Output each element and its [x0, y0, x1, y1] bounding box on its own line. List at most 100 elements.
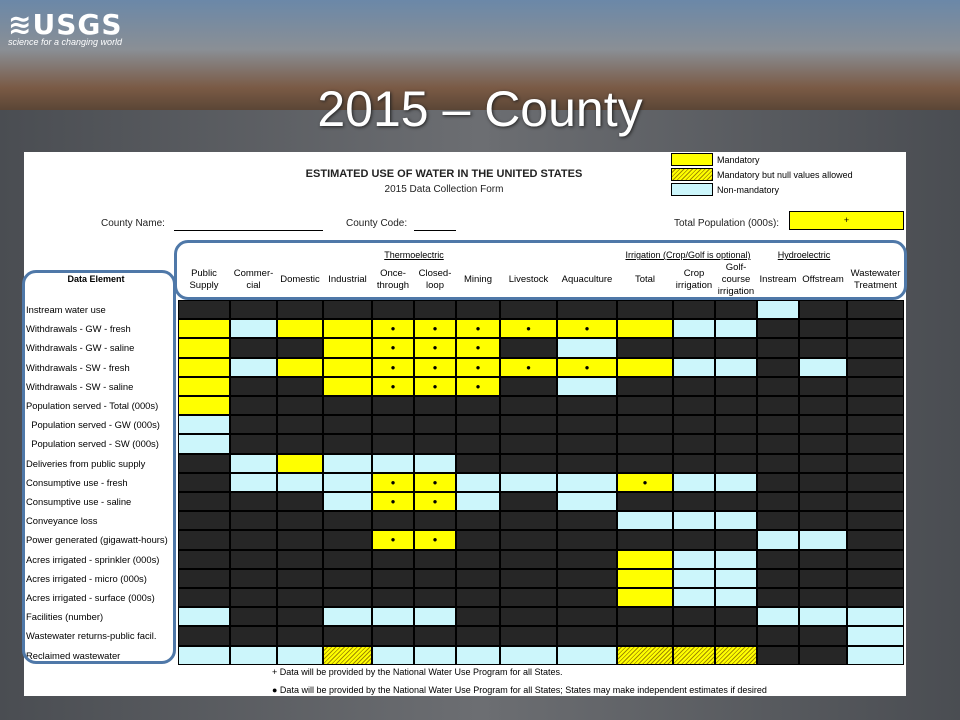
grid-cell[interactable] [277, 357, 323, 377]
grid-cell[interactable] [673, 511, 715, 531]
grid-cell[interactable] [847, 626, 904, 646]
grid-cell[interactable] [178, 415, 230, 435]
grid-cell[interactable]: ● [557, 357, 617, 377]
grid-cell[interactable] [715, 357, 757, 377]
grid-cell[interactable] [617, 645, 673, 665]
grid-cell[interactable]: ● [414, 319, 456, 339]
grid-cell[interactable]: ● [456, 338, 500, 358]
grid-cell[interactable] [323, 492, 372, 512]
grid-cell[interactable]: ● [414, 530, 456, 550]
grid-cell[interactable] [230, 472, 277, 492]
grid-cell[interactable] [230, 453, 277, 473]
grid-cell[interactable] [617, 549, 673, 569]
grid-cell[interactable] [178, 645, 230, 665]
grid-cell[interactable] [673, 568, 715, 588]
grid-cell[interactable] [673, 588, 715, 608]
grid-cell[interactable] [557, 376, 617, 396]
grid-cell[interactable] [178, 319, 230, 339]
grid-cell[interactable] [557, 338, 617, 358]
grid-cell[interactable]: ● [372, 472, 414, 492]
grid-cell[interactable] [178, 434, 230, 454]
grid-cell[interactable] [178, 376, 230, 396]
grid-cell[interactable]: ● [617, 472, 673, 492]
grid-cell[interactable] [799, 607, 847, 627]
grid-cell[interactable]: ● [372, 530, 414, 550]
grid-cell[interactable]: ● [372, 319, 414, 339]
grid-cell[interactable] [414, 645, 456, 665]
grid-cell[interactable] [715, 472, 757, 492]
grid-cell[interactable] [414, 607, 456, 627]
grid-cell[interactable] [323, 453, 372, 473]
grid-cell[interactable]: ● [500, 357, 557, 377]
grid-cell[interactable] [617, 511, 673, 531]
grid-cell[interactable] [617, 357, 673, 377]
grid-cell[interactable] [757, 300, 799, 320]
grid-cell[interactable] [757, 607, 799, 627]
grid-cell[interactable] [323, 376, 372, 396]
grid-cell[interactable] [715, 511, 757, 531]
grid-cell[interactable] [799, 357, 847, 377]
grid-cell[interactable] [715, 549, 757, 569]
grid-cell[interactable] [372, 607, 414, 627]
grid-cell[interactable] [757, 530, 799, 550]
grid-cell[interactable] [230, 357, 277, 377]
grid-cell[interactable]: ● [456, 319, 500, 339]
grid-cell[interactable] [617, 588, 673, 608]
grid-cell[interactable] [500, 472, 557, 492]
total-population-field[interactable]: + [789, 211, 904, 230]
grid-cell[interactable]: ● [414, 357, 456, 377]
grid-cell[interactable] [715, 588, 757, 608]
grid-cell[interactable]: ● [372, 357, 414, 377]
grid-cell[interactable] [715, 319, 757, 339]
grid-cell[interactable] [673, 645, 715, 665]
grid-cell[interactable] [500, 645, 557, 665]
grid-cell[interactable]: ● [500, 319, 557, 339]
grid-cell[interactable] [617, 319, 673, 339]
grid-cell[interactable]: ● [372, 376, 414, 396]
grid-cell[interactable]: ● [557, 319, 617, 339]
grid-cell[interactable] [715, 568, 757, 588]
grid-cell[interactable] [557, 492, 617, 512]
grid-cell[interactable] [847, 645, 904, 665]
grid-cell[interactable] [277, 319, 323, 339]
grid-cell[interactable] [617, 568, 673, 588]
county-name-field[interactable] [174, 230, 323, 231]
grid-cell[interactable] [323, 338, 372, 358]
grid-cell[interactable] [414, 453, 456, 473]
grid-cell[interactable] [178, 338, 230, 358]
grid-cell[interactable] [323, 319, 372, 339]
grid-cell[interactable] [847, 607, 904, 627]
grid-cell[interactable] [557, 472, 617, 492]
grid-cell[interactable] [277, 472, 323, 492]
grid-cell[interactable]: ● [414, 338, 456, 358]
grid-cell[interactable] [277, 453, 323, 473]
county-code-field[interactable] [414, 230, 456, 231]
grid-cell[interactable]: ● [456, 376, 500, 396]
grid-cell[interactable] [557, 645, 617, 665]
grid-cell[interactable]: ● [414, 472, 456, 492]
grid-cell[interactable] [715, 645, 757, 665]
grid-cell[interactable] [799, 530, 847, 550]
grid-cell[interactable] [673, 357, 715, 377]
grid-cell[interactable] [673, 549, 715, 569]
grid-cell[interactable] [372, 645, 414, 665]
grid-cell[interactable] [372, 453, 414, 473]
grid-cell[interactable] [673, 472, 715, 492]
grid-cell[interactable]: ● [456, 357, 500, 377]
grid-cell[interactable] [323, 357, 372, 377]
grid-cell[interactable]: ● [414, 492, 456, 512]
grid-cell[interactable]: ● [372, 492, 414, 512]
grid-cell[interactable] [277, 645, 323, 665]
grid-cell[interactable]: ● [372, 338, 414, 358]
grid-cell[interactable] [178, 357, 230, 377]
grid-cell[interactable] [673, 319, 715, 339]
grid-cell[interactable] [456, 472, 500, 492]
grid-cell[interactable] [323, 645, 372, 665]
grid-cell[interactable] [323, 607, 372, 627]
grid-cell[interactable] [456, 492, 500, 512]
grid-cell[interactable] [178, 396, 230, 416]
grid-cell[interactable]: ● [414, 376, 456, 396]
grid-cell[interactable] [323, 472, 372, 492]
grid-cell[interactable] [456, 645, 500, 665]
grid-cell[interactable] [230, 645, 277, 665]
